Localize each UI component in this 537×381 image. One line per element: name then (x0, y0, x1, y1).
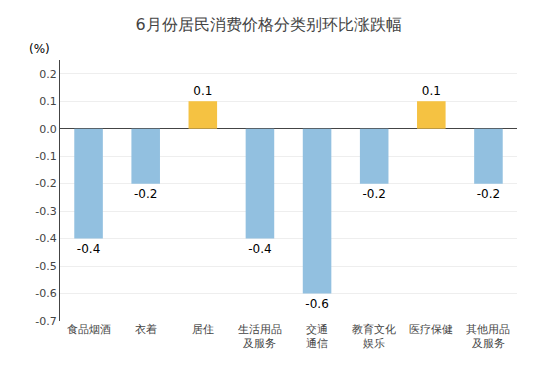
svg-text:-0.6: -0.6 (35, 287, 56, 300)
svg-text:0.0: 0.0 (39, 123, 57, 136)
svg-text:-0.3: -0.3 (35, 205, 56, 218)
svg-text:6月份居民消费价格分类别环比涨跌幅: 6月份居民消费价格分类别环比涨跌幅 (135, 15, 401, 34)
svg-text:0.1: 0.1 (193, 84, 212, 98)
svg-text:-0.7: -0.7 (35, 315, 56, 328)
svg-text:交通通信: 交通通信 (306, 323, 328, 350)
svg-text:-0.2: -0.2 (362, 187, 385, 201)
svg-text:-0.4: -0.4 (77, 242, 100, 256)
svg-text:-0.1: -0.1 (35, 150, 56, 163)
svg-text:-0.5: -0.5 (35, 260, 56, 273)
svg-text:0.2: 0.2 (39, 68, 57, 81)
svg-text:-0.4: -0.4 (35, 232, 56, 245)
svg-text:-0.6: -0.6 (305, 297, 328, 311)
svg-text:教育文化娱乐: 教育文化娱乐 (352, 323, 396, 350)
svg-text:衣着: 衣着 (135, 323, 157, 336)
svg-text:0.1: 0.1 (422, 84, 441, 98)
svg-text:居住: 居住 (192, 323, 214, 336)
svg-text:医疗保健: 医疗保健 (409, 323, 453, 336)
svg-text:-0.4: -0.4 (248, 242, 271, 256)
svg-text:-0.2: -0.2 (134, 187, 157, 201)
svg-text:生活用品及服务: 生活用品及服务 (238, 323, 282, 350)
svg-text:0.1: 0.1 (39, 95, 57, 108)
svg-text:其他用品及服务: 其他用品及服务 (466, 323, 510, 350)
svg-text:食品烟酒: 食品烟酒 (67, 323, 111, 336)
svg-text:-0.2: -0.2 (35, 177, 56, 190)
svg-text:(%): (%) (29, 42, 50, 56)
svg-text:-0.2: -0.2 (477, 187, 500, 201)
